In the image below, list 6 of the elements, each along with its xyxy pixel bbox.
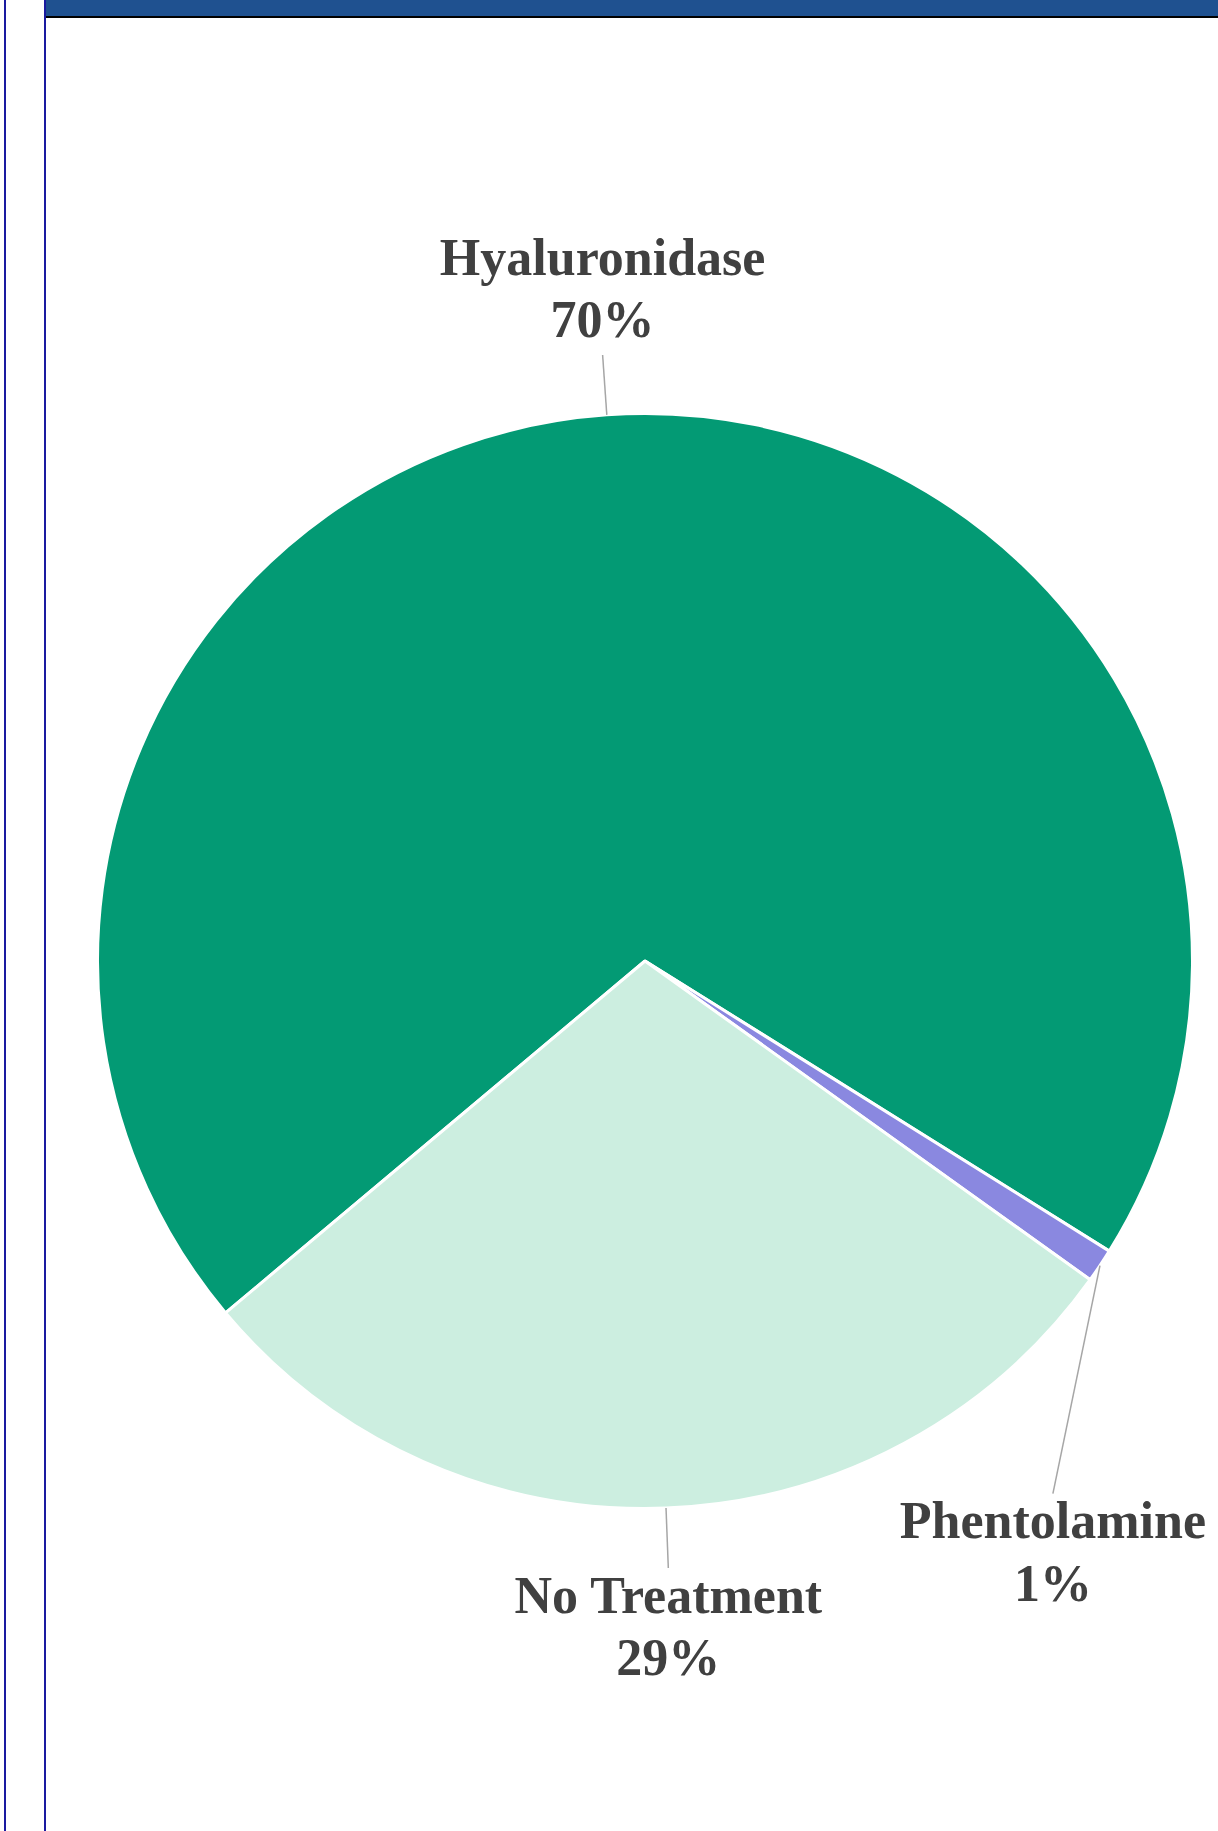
data-label: 29% [616, 1629, 721, 1687]
data-label: 1% [1013, 1554, 1092, 1612]
slice-label: Hyaluronidase [439, 228, 766, 286]
slice-label: Phentolamine [899, 1492, 1206, 1550]
data-label: 70% [550, 291, 655, 349]
slice-label: No Treatment [514, 1566, 823, 1624]
